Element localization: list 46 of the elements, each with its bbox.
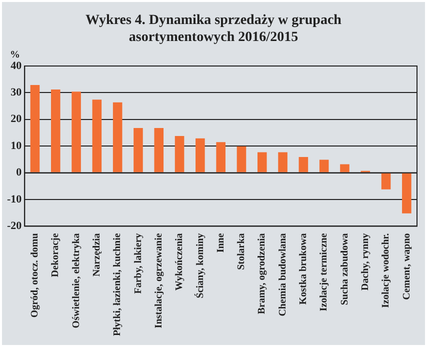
bar: [381, 173, 391, 190]
bar: [402, 173, 412, 214]
y-tick-label: 40: [10, 60, 22, 72]
x-tick-label: Ściany, kominy: [194, 233, 206, 298]
x-tick-label: Cement, wapno: [401, 233, 412, 300]
bar: [278, 152, 288, 172]
bar: [50, 89, 60, 172]
x-tick-label: Instalacje, ogrzewanie: [153, 232, 164, 328]
y-tick-label: 30: [10, 86, 22, 99]
y-tick-label: 10: [10, 140, 22, 152]
x-tick-label: Ogród, otocz. domu: [30, 232, 41, 318]
x-tick-label: Płytki, łazienki, kuchnie: [112, 232, 124, 336]
x-tick-label: Sucha zabudowa: [339, 233, 350, 306]
bar: [216, 142, 226, 172]
x-tick-label: Narzędzia: [92, 233, 103, 277]
bar: [319, 160, 329, 172]
y-axis-title: %: [10, 50, 20, 61]
x-tick-label: Wykończenia: [174, 233, 186, 291]
x-tick-label: Izolacje wodochr.: [380, 232, 392, 308]
x-tick-label: Stolarka: [236, 233, 248, 270]
bar: [257, 152, 267, 172]
bar: [174, 136, 184, 172]
bar: [196, 138, 205, 172]
bar: [134, 128, 143, 172]
bar: [154, 128, 164, 172]
x-tick-label: Dekoracje: [50, 232, 62, 278]
bar: [92, 100, 102, 172]
y-tick-label: 20: [10, 113, 22, 126]
x-tick-label: Oświetlenie, elektryka: [70, 233, 82, 328]
bar: [30, 84, 40, 172]
x-tick-label: Bramy, ogrodzenia: [256, 233, 268, 314]
bar: [298, 157, 308, 172]
x-tick-label: Dachy, rynny: [360, 233, 371, 290]
bar: [340, 164, 350, 172]
x-tick-label: Inne: [215, 232, 226, 253]
chart-title: Wykres 4. Dynamika sprzedaży w grupach asortymentowych 2016/2015: [84, 12, 342, 46]
y-tick-label: -10: [6, 193, 22, 206]
bar: [72, 92, 81, 172]
x-tick-label: Chemia budowlana: [277, 233, 288, 316]
y-tick-label: 0: [16, 166, 22, 179]
x-tick-label: Izolacje termiczne: [318, 232, 330, 312]
x-tick-label: Farby, lakiery: [132, 233, 144, 294]
x-tick-label: Kostka brukowa: [298, 233, 310, 305]
bar: [236, 146, 246, 172]
y-tick-label: -20: [6, 220, 22, 232]
bar: [112, 102, 122, 172]
